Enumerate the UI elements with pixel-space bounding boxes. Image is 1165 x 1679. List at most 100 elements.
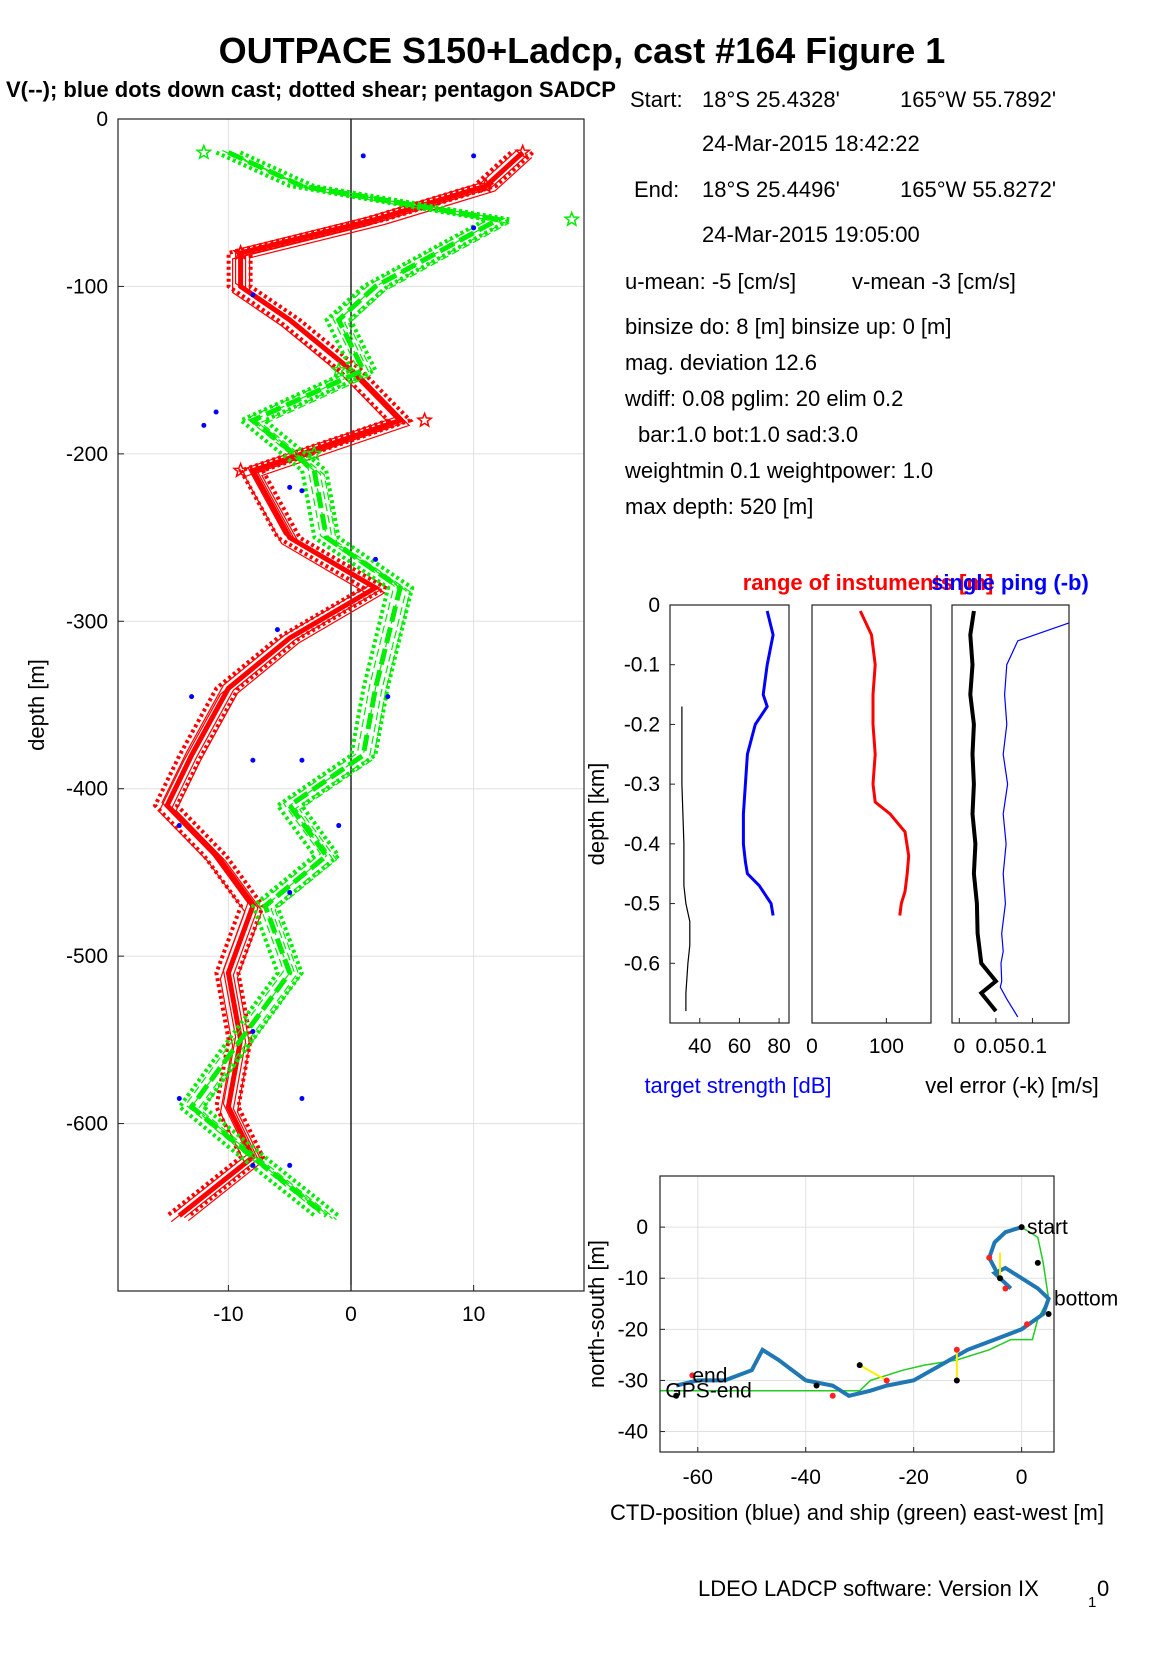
downcast-dot <box>201 422 207 428</box>
vel-error-series-0 <box>999 622 1070 1018</box>
y-tick-label: -0.4 <box>624 833 661 856</box>
sadcp-u-pentagon <box>477 176 495 194</box>
y-tick-label: -600 <box>66 1113 108 1136</box>
target-strength-x-axis-label: target strength [dB] <box>644 1073 831 1098</box>
start-time: 24-Mar-2015 18:42:22 <box>702 131 920 156</box>
sadcp-v-pentagon <box>195 143 213 160</box>
downcast-dot <box>471 225 477 231</box>
ctd-marker-dot <box>986 1254 993 1261</box>
ship-marker-dot <box>813 1382 820 1389</box>
wdiff-text: wdiff: 0.08 pglim: 20 elim 0.2 <box>624 386 903 411</box>
x-tick-label: -10 <box>213 1303 243 1326</box>
start-label: Start: <box>630 87 683 112</box>
y-tick-label: -300 <box>66 610 108 633</box>
downcast-dot <box>176 823 182 829</box>
figure-title: OUTPACE S150+Ladcp, cast #164 Figure 1 <box>219 30 946 71</box>
sadcp-u-pentagon <box>232 243 250 261</box>
ctd-track-line <box>675 1225 1051 1398</box>
sadcp-u-pentagon <box>513 143 532 160</box>
y-tick-label: -20 <box>618 1318 648 1341</box>
track-label-bottom: bottom <box>1054 1288 1118 1311</box>
x-tick-label: 0.05 <box>975 1035 1016 1058</box>
range-title: range of instuments [m] <box>743 570 994 595</box>
x-tick-label: -20 <box>898 1466 928 1489</box>
target-strength-series-1 <box>681 706 691 1012</box>
x-tick-label: 0 <box>953 1035 965 1058</box>
track-label-start: start <box>1027 1216 1068 1239</box>
ship-track-y-axis-label: north-south [m] <box>584 1240 609 1388</box>
downcast-dot <box>287 484 293 490</box>
binsize-text: binsize do: 8 [m] binsize up: 0 [m] <box>625 314 952 339</box>
downcast-dot <box>287 1162 293 1168</box>
y-tick-label: -40 <box>618 1421 648 1444</box>
vel-error-frame <box>951 604 1070 1024</box>
u-shear-dotted-right <box>174 151 535 1218</box>
downcast-dot <box>250 757 256 763</box>
start-lat: 18°S 25.4328' <box>702 87 840 112</box>
y-tick-label: -30 <box>618 1369 648 1392</box>
v-mean-line <box>188 150 506 1218</box>
info-block: Start: 18°S 25.4328' 165°W 55.7892' 24-M… <box>620 86 1160 519</box>
v-thin-line-3 <box>200 155 511 1221</box>
track-label-end: end <box>692 1364 727 1387</box>
x-tick-label: 0 <box>1016 1466 1028 1489</box>
ctd-marker-dot <box>1024 1321 1031 1328</box>
downcast-dot <box>189 694 195 700</box>
target-strength-panel: 40 60 80 0 -0.1 -0.2 -0.3 -0.4 -0.5 -0.6 depth [km… <box>584 594 832 1098</box>
v-shear-dotted-left <box>176 150 493 1218</box>
single-ping-title: single ping (-b) <box>931 570 1089 595</box>
x-tick-label: 60 <box>728 1035 751 1058</box>
downcast-dot <box>299 757 305 763</box>
ship-marker-dot <box>1045 1311 1052 1317</box>
ship-marker-dot <box>856 1362 863 1369</box>
software-footer: LDEO LADCP software: Version IX 1 0 <box>698 1576 1109 1611</box>
ship-marker-dot <box>1034 1259 1041 1266</box>
end-time: 24-Mar-2015 19:05:00 <box>702 222 920 247</box>
track-label-GPS-end: GPS-end <box>665 1380 751 1403</box>
y-tick-label: -0.2 <box>624 713 660 736</box>
downcast-dot <box>471 153 477 159</box>
figure-subtitle: V(--); blue dots down cast; dotted shear… <box>6 77 616 102</box>
depth-km-axis-label: depth [km] <box>584 763 609 866</box>
ship-marker-dot <box>1018 1224 1025 1231</box>
x-tick-label: 10 <box>462 1303 485 1326</box>
x-tick-label: 100 <box>869 1035 904 1058</box>
u-thin-line-4 <box>158 158 516 1223</box>
downcast-dot <box>360 153 366 159</box>
u-mean-line <box>164 150 525 1218</box>
max-depth-text: max depth: 520 [m] <box>625 494 813 519</box>
ship-track-frame <box>659 1175 1055 1453</box>
range-panel: 0 100 <box>806 604 932 1058</box>
software-subscript: 1 <box>1088 1594 1096 1611</box>
downcast-dot <box>299 1095 305 1101</box>
vel-error-x-axis-label: vel error (-k) [m/s] <box>925 1073 1099 1098</box>
ship-marker-dot <box>953 1377 960 1384</box>
vel-error-panel: 0 0.05 0.1 vel error (-k) [m/s] <box>925 604 1099 1098</box>
y-tick-label: -0.5 <box>624 893 660 916</box>
y-tick-label: -200 <box>66 443 108 466</box>
end-lon: 165°W 55.8272' <box>900 177 1056 202</box>
ship-marker-dot <box>997 1275 1004 1282</box>
sadcp-v-pentagon <box>305 444 323 462</box>
end-label: End: <box>634 177 679 202</box>
x-tick-label: -40 <box>791 1466 821 1489</box>
downcast-dot <box>213 409 219 415</box>
y-tick-label: -400 <box>66 778 108 801</box>
ctd-marker-dot <box>689 1372 696 1379</box>
ctd-marker-dot <box>1002 1285 1009 1292</box>
x-tick-label: -60 <box>683 1466 713 1489</box>
y-tick-label: 0 <box>648 594 660 617</box>
x-tick-label: 0.1 <box>1018 1035 1047 1058</box>
bar-text: bar:1.0 bot:1.0 sad:3.0 <box>638 422 858 447</box>
x-tick-label: 0 <box>806 1035 818 1058</box>
y-tick-label: -0.6 <box>624 952 660 975</box>
u-mean-text: u-mean: -5 [cm/s] <box>625 269 796 294</box>
y-tick-label: -0.1 <box>624 654 660 677</box>
mag-deviation-text: mag. deviation 12.6 <box>625 350 817 375</box>
downcast-dot <box>176 1095 182 1101</box>
y-tick-label: -500 <box>66 945 108 968</box>
v-shear-dotted-right <box>200 150 517 1218</box>
downcast-dot <box>250 1162 256 1168</box>
